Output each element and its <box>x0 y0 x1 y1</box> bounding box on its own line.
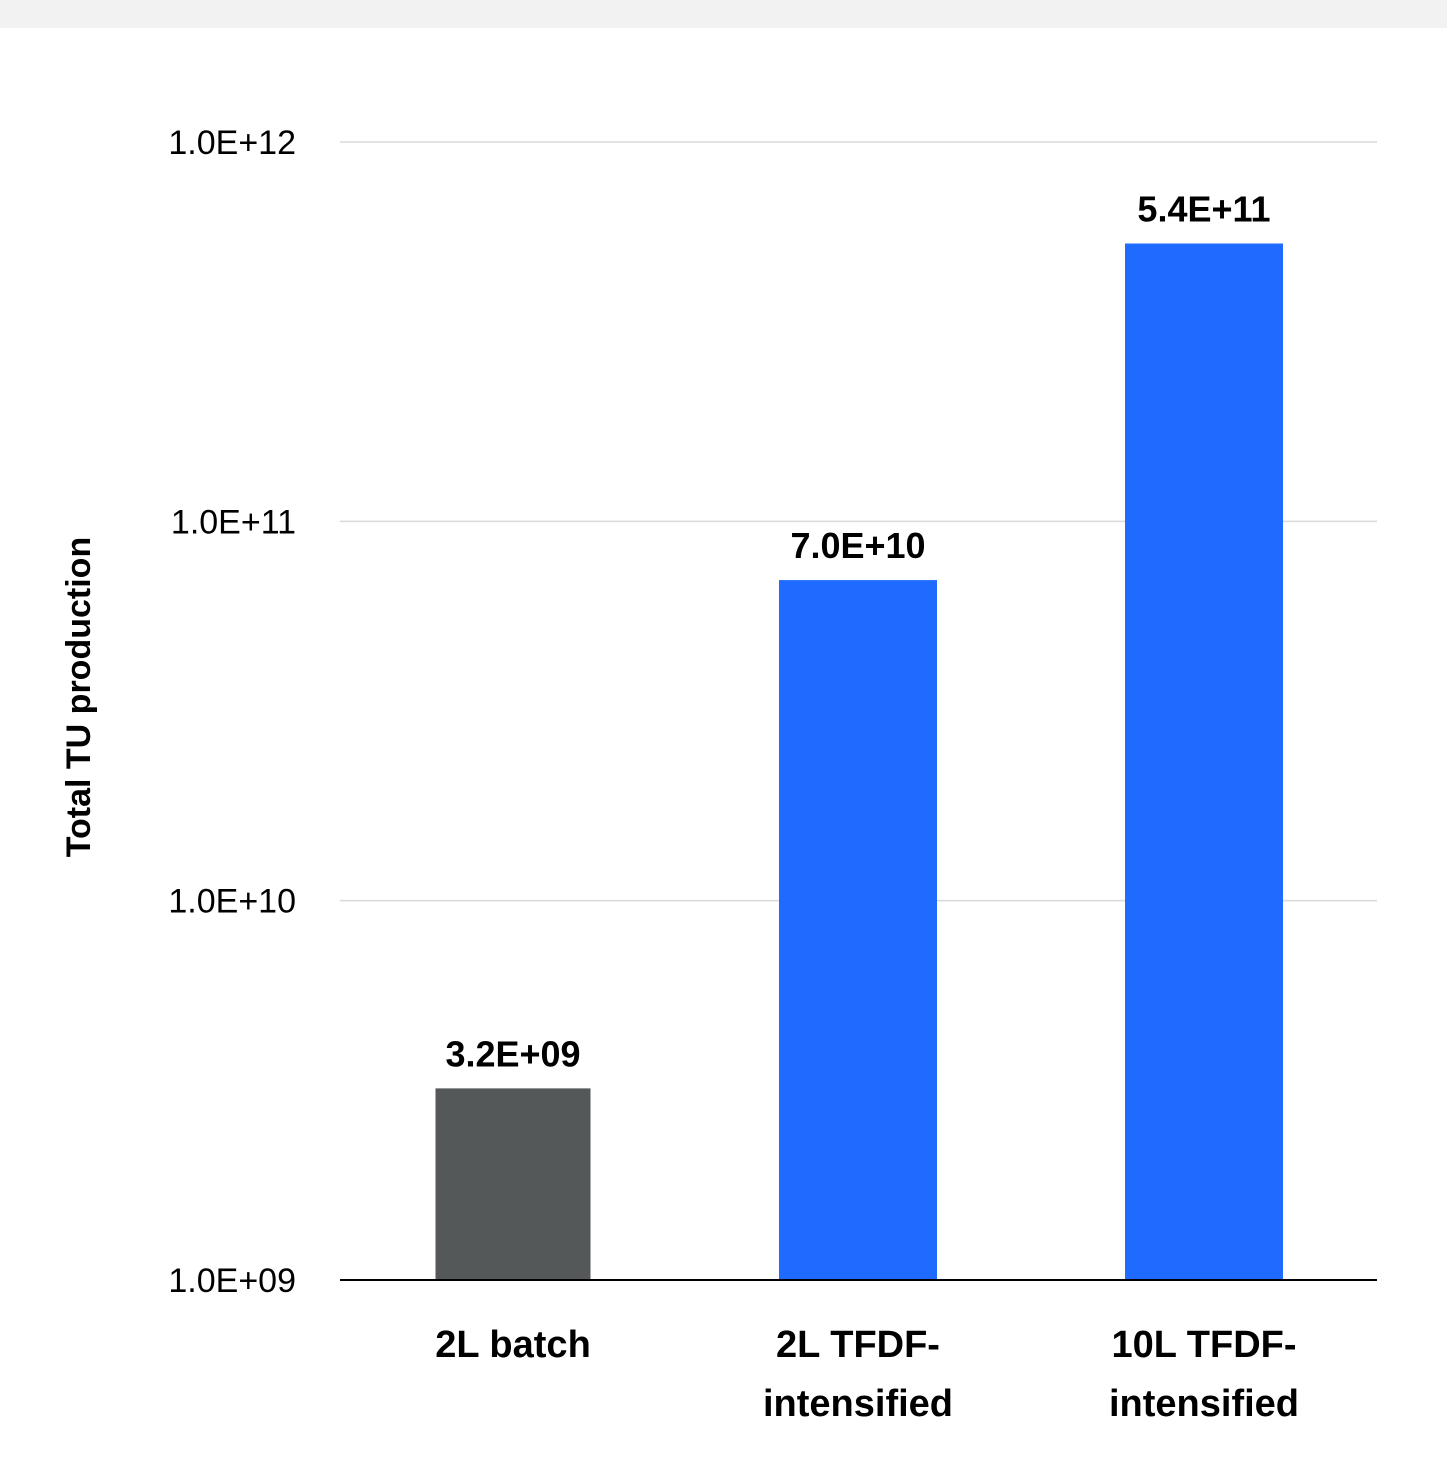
data-label: 5.4E+11 <box>1137 189 1270 230</box>
data-label: 7.0E+10 <box>790 525 925 566</box>
category-label-line: 2L TFDF- <box>776 1324 940 1366</box>
bar <box>435 1088 591 1280</box>
category-label-line: 10L TFDF- <box>1111 1324 1296 1366</box>
category-label: 10L TFDF-intensified <box>1109 1324 1299 1425</box>
y-tick-label: 1.0E+10 <box>168 883 296 921</box>
category-label-line: 2L batch <box>435 1324 591 1366</box>
data-labels: 3.2E+09 7.0E+10 5.4E+11 <box>445 189 1270 1075</box>
y-tick-label: 1.0E+09 <box>168 1262 296 1300</box>
y-axis-title: Total TU production <box>60 537 98 857</box>
bar <box>1125 243 1283 1280</box>
category-label-line: intensified <box>1109 1383 1299 1425</box>
y-tick-label: 1.0E+11 <box>171 503 296 541</box>
data-label: 3.2E+09 <box>445 1033 580 1074</box>
category-label: 2L batch <box>435 1324 591 1366</box>
bar <box>779 580 937 1280</box>
top-strip <box>0 0 1447 28</box>
y-tick-labels: 1.0E+09 1.0E+10 1.0E+11 1.0E+12 <box>168 124 296 1300</box>
y-tick-label: 1.0E+12 <box>168 124 296 162</box>
category-label-line: intensified <box>763 1383 953 1425</box>
category-label: 2L TFDF-intensified <box>763 1324 953 1425</box>
bars <box>435 243 1283 1280</box>
